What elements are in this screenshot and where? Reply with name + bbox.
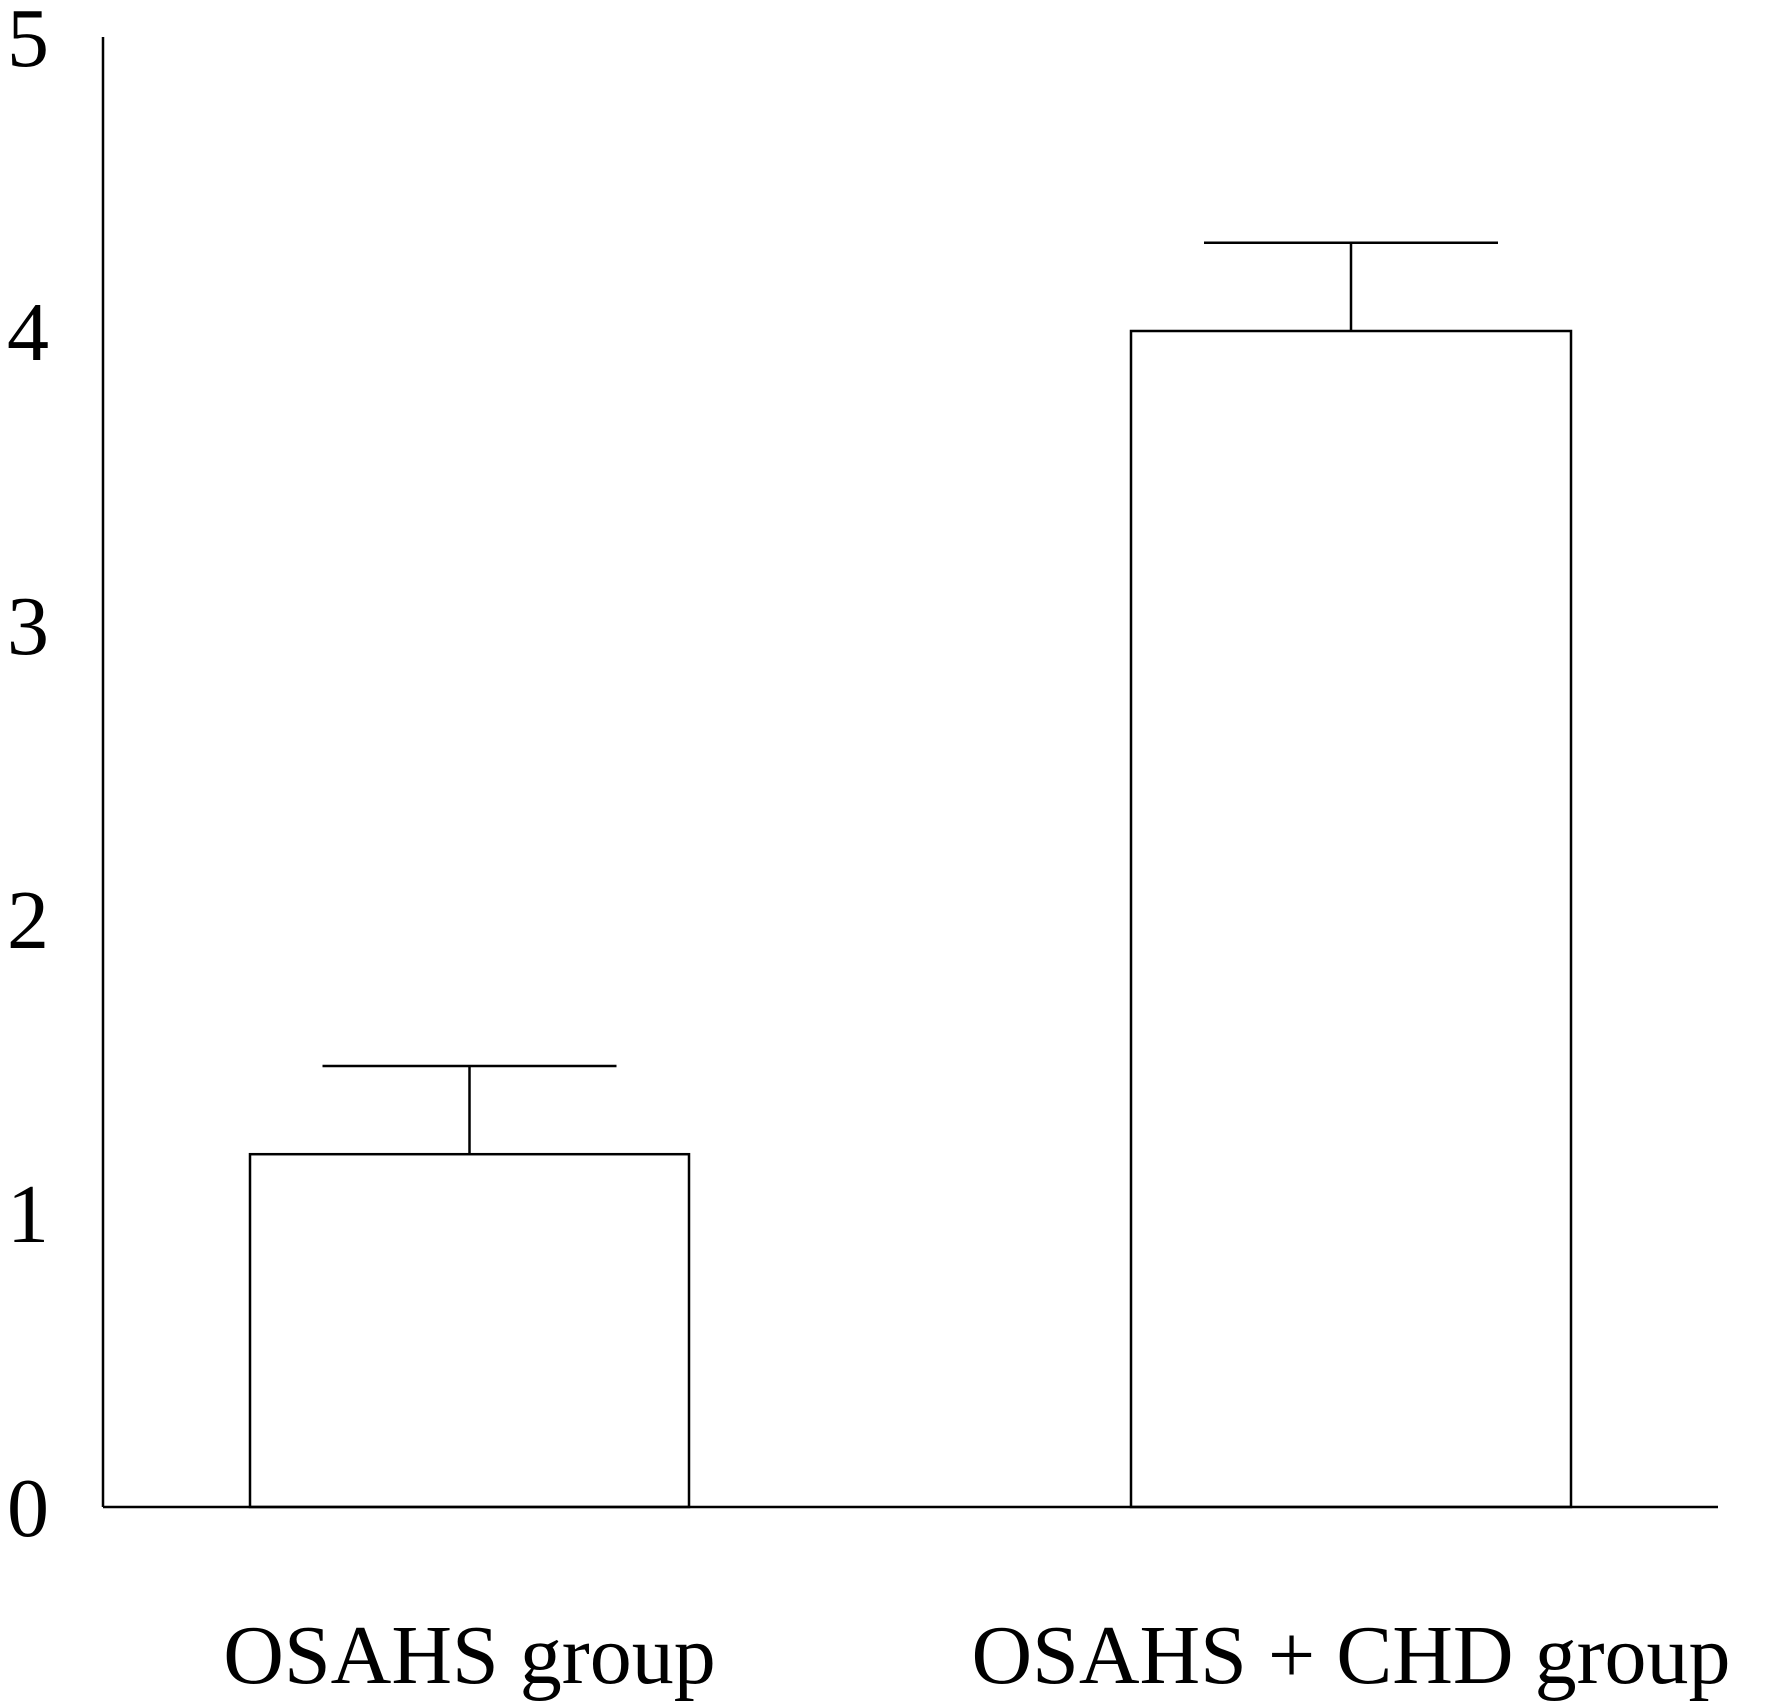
bars-layer: [248, 329, 1573, 1509]
y-tick-label-2: 2: [7, 874, 49, 967]
y-tick-label-5: 5: [7, 0, 49, 85]
bar-1: [248, 1152, 691, 1509]
y-tick-label-3: 3: [7, 580, 49, 673]
y-tick-label-4: 4: [7, 286, 49, 379]
error-bars-layer: [322, 241, 1498, 1155]
y-tick-label-1: 1: [7, 1168, 49, 1261]
bar-2: [1129, 329, 1573, 1509]
axes-layer: [101, 37, 1718, 1509]
y-tick-label-0: 0: [7, 1462, 49, 1555]
category-labels: OSAHS group OSAHS + CHD group: [223, 1609, 1730, 1702]
category-label-1: OSAHS group: [223, 1609, 715, 1702]
y-tick-labels: 0 1 2 3 4 5: [7, 0, 49, 1555]
category-label-2: OSAHS + CHD group: [971, 1609, 1730, 1702]
